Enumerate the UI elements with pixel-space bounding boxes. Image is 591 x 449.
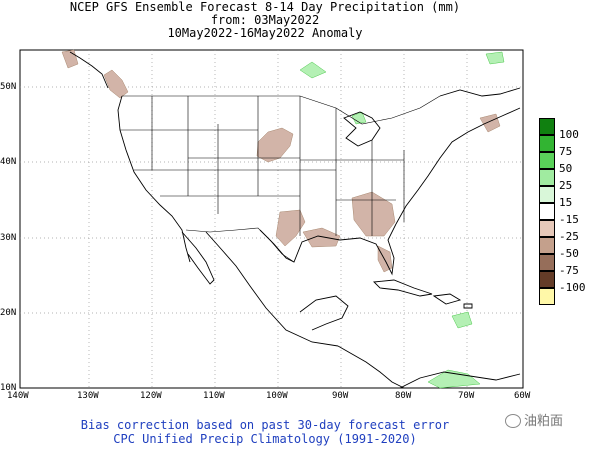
wet-area-canada-north — [299, 61, 327, 79]
us-east-coast — [395, 107, 521, 225]
baja-california — [181, 231, 215, 285]
dry-area-florida — [377, 245, 393, 273]
legend-swatch-minus100 — [539, 288, 555, 305]
cuba — [373, 279, 433, 297]
dry-area-southeast — [351, 191, 396, 237]
lat-label-40n: 40N — [0, 157, 17, 167]
map-title: NCEP GFS Ensemble Forecast 8-14 Day Prec… — [69, 0, 461, 14]
legend-label-25: 25 — [559, 179, 573, 192]
forecast-period: 10May2022-16May2022 Anomaly — [167, 26, 363, 40]
yucatan — [299, 295, 349, 331]
lon-label-130w: 130W — [77, 391, 99, 401]
legend-swatch-15 — [539, 186, 555, 203]
wechat-icon — [505, 414, 521, 428]
dry-area-pacific-nw — [103, 69, 129, 99]
canada-coast — [69, 51, 521, 97]
gulf-coast — [259, 223, 397, 276]
mexico-pacific — [205, 231, 339, 347]
lat-label-50n: 50N — [0, 82, 17, 92]
legend-swatch-minus25 — [539, 237, 555, 254]
wet-area-hudson — [485, 51, 505, 65]
south-america-north — [399, 371, 521, 389]
footer-climatology-note: CPC Unified Precip Climatology (1991-202… — [113, 432, 417, 446]
lat-label-20n: 20N — [0, 308, 17, 318]
legend-label-15: 15 — [559, 196, 573, 209]
legend-label-minus50: -50 — [559, 247, 579, 260]
lon-label-60w: 60W — [514, 391, 531, 401]
legend-swatch-75 — [539, 135, 555, 152]
legend-swatch-100 — [539, 118, 555, 135]
legend-swatch-minus15 — [539, 220, 555, 237]
us-canada-border — [122, 95, 441, 125]
central-america — [337, 345, 405, 389]
us-mexico-border — [185, 227, 295, 263]
lon-label-80w: 80W — [395, 391, 412, 401]
lon-label-120w: 120W — [140, 391, 162, 401]
wet-anomaly-areas — [299, 51, 505, 389]
wet-area-lesser-antilles — [451, 311, 473, 329]
footer-bias-note: Bias correction based on past 30-day for… — [80, 418, 450, 432]
us-west-coast — [117, 95, 191, 263]
hispaniola — [432, 293, 462, 305]
legend-label-minus75: -75 — [559, 264, 579, 277]
legend-label-minus25: -25 — [559, 230, 579, 243]
wet-area-great-lakes — [351, 111, 367, 125]
dry-anomaly-areas — [61, 49, 501, 273]
lon-label-70w: 70W — [458, 391, 475, 401]
legend-swatch-50 — [539, 152, 555, 169]
lon-label-100w: 100W — [266, 391, 288, 401]
puerto-rico — [463, 303, 473, 309]
legend-label-75: 75 — [559, 145, 573, 158]
legend-swatch-minus50 — [539, 254, 555, 271]
forecast-init-date: from: 03May2022 — [210, 13, 320, 27]
legend-label-minus100: -100 — [559, 281, 586, 294]
dry-area-louisiana — [302, 227, 341, 248]
watermark-text: 油粕面 — [524, 414, 564, 429]
dry-area-great-lakes-east — [479, 113, 501, 133]
lat-label-10n: 10N — [0, 383, 17, 393]
legend-label-minus15: -15 — [559, 213, 579, 226]
lat-label-30n: 30N — [0, 233, 17, 243]
coastlines — [69, 51, 521, 389]
state-borders — [120, 95, 441, 263]
legend-swatch-neutral — [539, 203, 555, 220]
legend-swatch-25 — [539, 169, 555, 186]
map-frame — [19, 49, 524, 389]
legend-label-50: 50 — [559, 162, 573, 175]
lon-label-110w: 110W — [203, 391, 225, 401]
legend-label-100: 100 — [559, 128, 579, 141]
legend-swatch-minus75 — [539, 271, 555, 288]
lon-label-140w: 140W — [7, 391, 29, 401]
lon-label-90w: 90W — [332, 391, 349, 401]
